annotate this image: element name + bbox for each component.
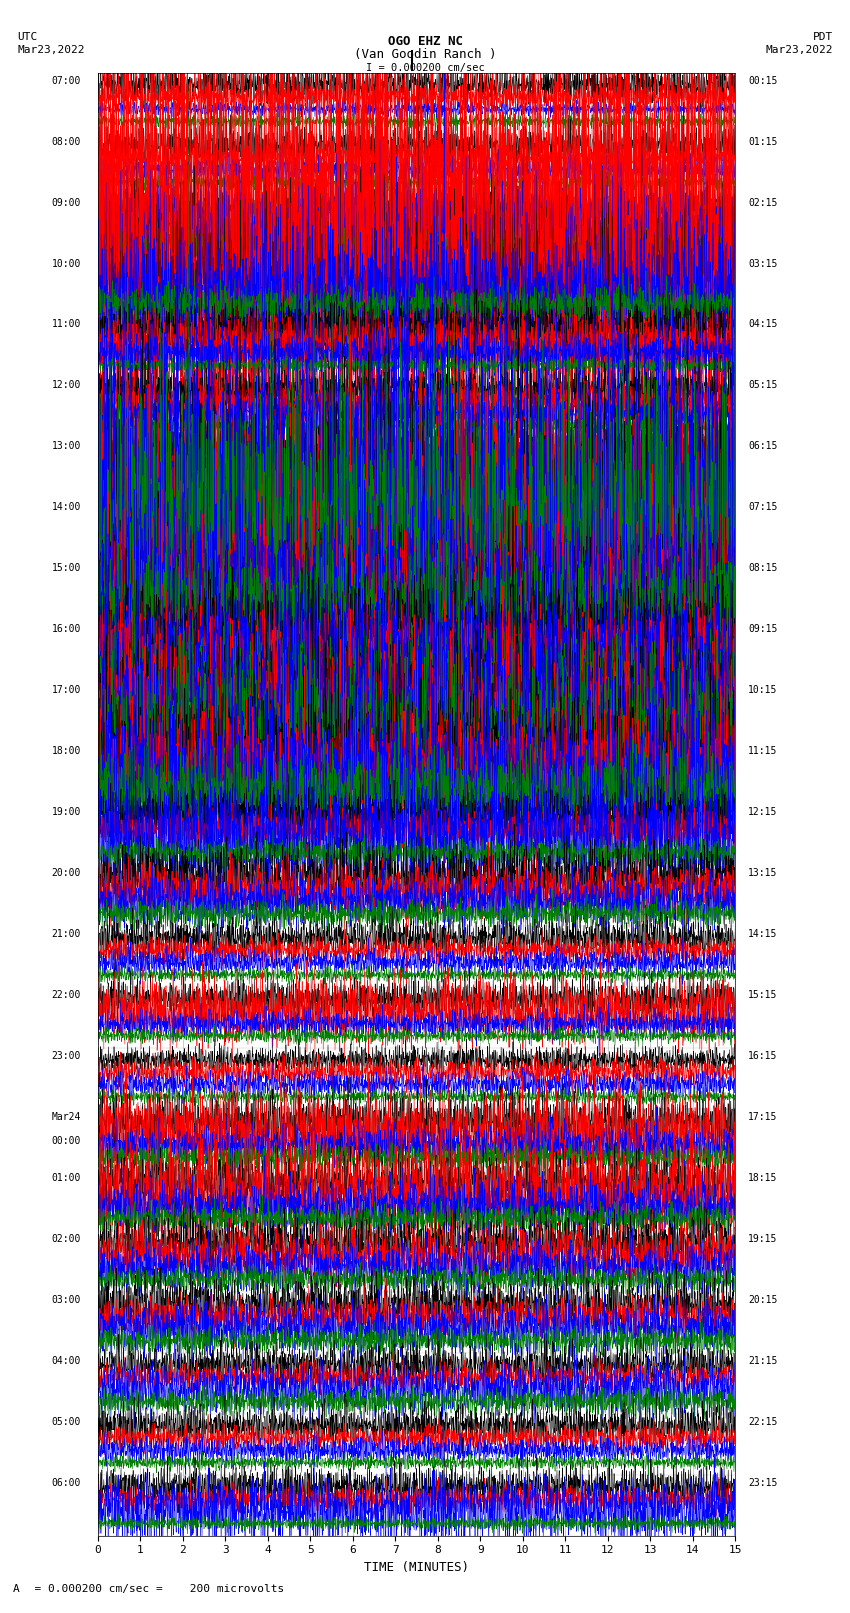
Text: 13:00: 13:00 [51,442,81,452]
Text: 19:00: 19:00 [51,806,81,818]
Text: 04:15: 04:15 [748,319,778,329]
Text: 02:00: 02:00 [51,1234,81,1244]
Text: 22:15: 22:15 [748,1416,778,1428]
Text: 04:00: 04:00 [51,1357,81,1366]
Text: 03:15: 03:15 [748,258,778,268]
Text: 16:00: 16:00 [51,624,81,634]
Text: 05:15: 05:15 [748,381,778,390]
Text: 20:00: 20:00 [51,868,81,877]
Text: 10:15: 10:15 [748,686,778,695]
Text: 03:00: 03:00 [51,1295,81,1305]
Text: Mar24: Mar24 [51,1111,81,1123]
Text: 22:00: 22:00 [51,990,81,1000]
Text: 14:00: 14:00 [51,502,81,513]
Text: 23:15: 23:15 [748,1478,778,1487]
Text: Mar23,2022: Mar23,2022 [17,45,84,55]
Text: 20:15: 20:15 [748,1295,778,1305]
Text: 13:15: 13:15 [748,868,778,877]
Text: 07:15: 07:15 [748,502,778,513]
Text: 06:00: 06:00 [51,1478,81,1487]
Text: = 0.000200 cm/sec =    200 microvolts: = 0.000200 cm/sec = 200 microvolts [21,1584,285,1594]
Text: 14:15: 14:15 [748,929,778,939]
Text: 08:00: 08:00 [51,137,81,147]
Text: UTC: UTC [17,32,37,42]
X-axis label: TIME (MINUTES): TIME (MINUTES) [364,1561,469,1574]
Text: 21:00: 21:00 [51,929,81,939]
Text: 09:00: 09:00 [51,197,81,208]
Text: 00:00: 00:00 [51,1136,81,1147]
Text: 15:00: 15:00 [51,563,81,573]
Text: 02:15: 02:15 [748,197,778,208]
Text: 07:00: 07:00 [51,76,81,85]
Text: 19:15: 19:15 [748,1234,778,1244]
Text: OGO EHZ NC: OGO EHZ NC [388,35,462,48]
Text: 17:00: 17:00 [51,686,81,695]
Text: Mar23,2022: Mar23,2022 [766,45,833,55]
Text: 12:15: 12:15 [748,806,778,818]
Text: PDT: PDT [813,32,833,42]
Text: 09:15: 09:15 [748,624,778,634]
Text: 05:00: 05:00 [51,1416,81,1428]
Text: 15:15: 15:15 [748,990,778,1000]
Text: 16:15: 16:15 [748,1052,778,1061]
Text: 12:00: 12:00 [51,381,81,390]
Text: A: A [13,1584,20,1594]
Text: 00:15: 00:15 [748,76,778,85]
Text: 23:00: 23:00 [51,1052,81,1061]
Text: 01:00: 01:00 [51,1173,81,1182]
Text: 17:15: 17:15 [748,1111,778,1123]
Text: 01:15: 01:15 [748,137,778,147]
Text: 18:00: 18:00 [51,747,81,756]
Text: 21:15: 21:15 [748,1357,778,1366]
Text: 18:15: 18:15 [748,1173,778,1182]
Text: 11:00: 11:00 [51,319,81,329]
Text: 10:00: 10:00 [51,258,81,268]
Text: 11:15: 11:15 [748,747,778,756]
Text: 08:15: 08:15 [748,563,778,573]
Text: I = 0.000200 cm/sec: I = 0.000200 cm/sec [366,63,484,73]
Text: (Van Goodin Ranch ): (Van Goodin Ranch ) [354,48,496,61]
Text: 06:15: 06:15 [748,442,778,452]
